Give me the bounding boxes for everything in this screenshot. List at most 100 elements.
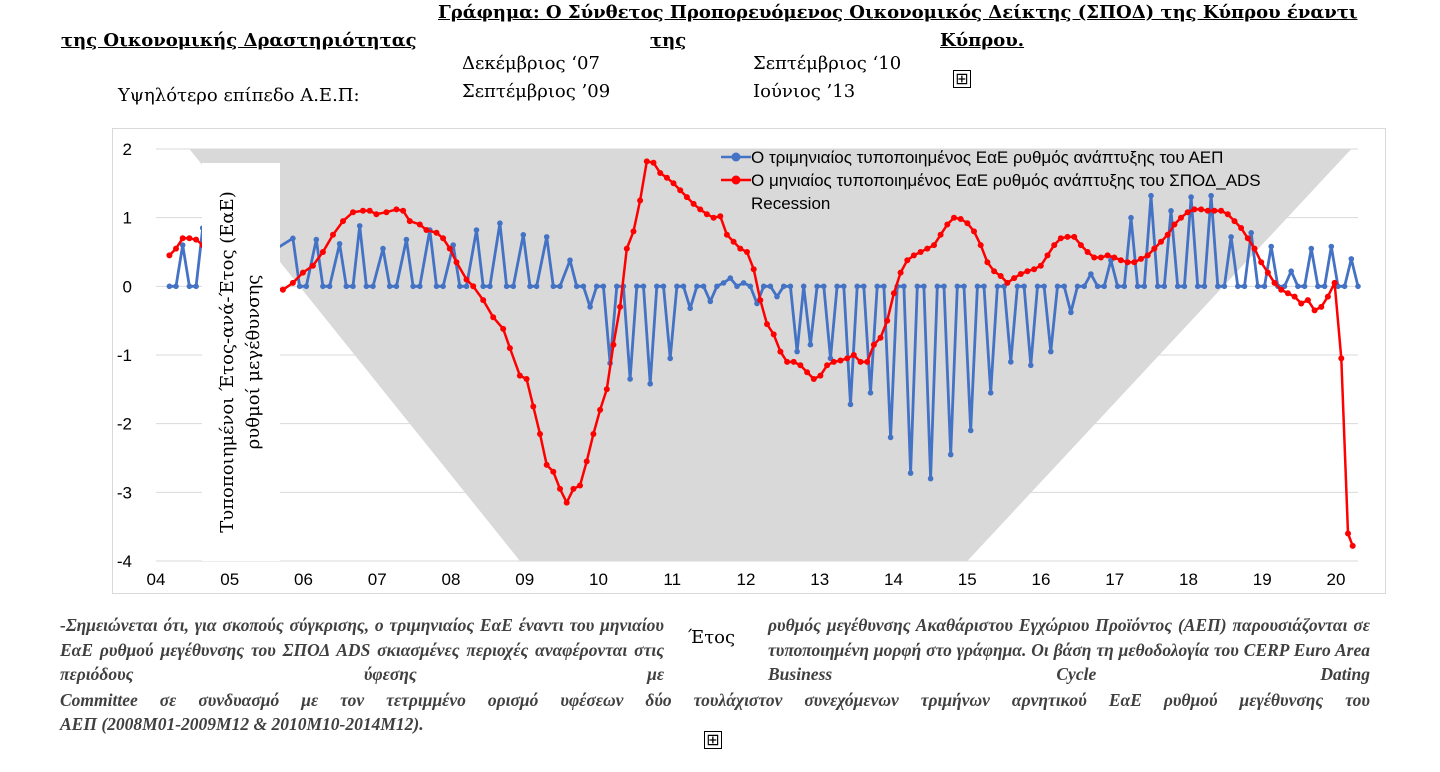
gdp-point xyxy=(907,470,914,476)
ads-point xyxy=(924,245,931,252)
ads-point xyxy=(557,485,563,492)
note-line4: Committee σε συνδυασμό με τον τετριμμένο… xyxy=(60,690,1370,710)
ads-point xyxy=(279,286,286,293)
ads-point xyxy=(383,209,390,216)
gdp-point xyxy=(543,234,550,240)
ads-point xyxy=(1345,530,1351,537)
ads-point xyxy=(1111,254,1118,261)
gdp-point xyxy=(433,283,440,290)
gdp-point xyxy=(787,283,794,290)
ads-point xyxy=(717,213,724,220)
gdp-point xyxy=(1268,243,1274,250)
ads-point xyxy=(1331,279,1338,286)
ads-point xyxy=(289,279,296,286)
ads-point xyxy=(904,257,911,264)
x-tick-label: 11 xyxy=(663,570,681,589)
ads-point xyxy=(516,372,523,379)
gdp-point xyxy=(417,283,423,290)
gdp-point xyxy=(914,283,921,290)
ads-point xyxy=(1324,293,1331,300)
chart-title-line1: Γράφημα: Ο Σύνθετος Προπορευόμενος Οικον… xyxy=(438,2,1358,23)
gdp-point xyxy=(821,283,827,290)
ads-point xyxy=(1158,238,1164,245)
gdp-point xyxy=(393,283,400,290)
x-tick-label: 13 xyxy=(810,570,829,589)
x-tick-label: 12 xyxy=(737,570,756,589)
gdp-point xyxy=(1221,283,1228,290)
gdp-point xyxy=(303,283,310,290)
gdp-point xyxy=(573,283,580,290)
expand-plus-icon[interactable]: ⊞ xyxy=(953,70,971,88)
ads-point xyxy=(723,231,730,238)
ads-point xyxy=(299,269,306,276)
gdp-point xyxy=(841,283,847,290)
note-right: ρυθμός μεγέθυνσης Ακαθάριστου Εγχώριου Π… xyxy=(768,615,1370,684)
gdp-point xyxy=(974,283,981,290)
x-tick-label: 06 xyxy=(294,570,313,589)
ads-point xyxy=(570,485,577,492)
ads-point xyxy=(1131,259,1138,266)
ads-point xyxy=(877,334,884,341)
ads-point xyxy=(957,216,964,222)
ads-point xyxy=(977,242,984,249)
ads-point xyxy=(984,259,991,266)
gdp-point xyxy=(867,390,874,396)
ads-point xyxy=(173,245,179,252)
ads-point xyxy=(1097,254,1104,261)
ads-point xyxy=(757,297,764,304)
gdp-point xyxy=(654,283,660,290)
x-tick-label: 08 xyxy=(442,570,461,589)
gdp-point xyxy=(961,283,967,290)
gdp-point xyxy=(1215,283,1221,290)
gdp-point xyxy=(166,283,173,290)
gdp-point xyxy=(1308,245,1315,252)
ads-point xyxy=(330,231,336,238)
gdp-point xyxy=(1208,192,1214,199)
ads-point xyxy=(416,221,423,228)
ads-point xyxy=(1278,286,1285,293)
gdp-point xyxy=(714,283,720,290)
gdp-point xyxy=(600,283,607,290)
ads-point xyxy=(506,345,513,352)
gdp-point xyxy=(687,305,693,312)
gdp-point xyxy=(296,283,303,290)
ads-point xyxy=(777,348,784,355)
gdp-point xyxy=(363,283,370,290)
gdp-point xyxy=(887,434,894,441)
ads-point xyxy=(790,358,797,365)
gdp-point xyxy=(1161,283,1168,290)
gdp-peak-label: Υψηλότερο επίπεδο Α.Ε.Π: xyxy=(118,85,360,106)
ads-point xyxy=(530,403,537,410)
ads-point xyxy=(1224,211,1231,218)
ads-point xyxy=(677,187,684,194)
x-tick-labels: 04 05 06 07 08 09 10 11 12 13 14 15 16 17 18 19 20 xyxy=(147,570,1346,589)
ads-point xyxy=(737,245,744,252)
gdp-point xyxy=(627,376,633,382)
ads-point xyxy=(1338,355,1345,362)
series-layer xyxy=(166,158,1361,549)
ads-point xyxy=(406,218,413,225)
gdp-point xyxy=(921,283,927,290)
x-tick-label: 16 xyxy=(1032,570,1051,589)
gdp-point xyxy=(660,283,667,290)
gdp-point xyxy=(647,381,653,387)
note-line5: ΑΕΠ (2008Μ01-2009Μ12 & 2010Μ10-2014Μ12). xyxy=(60,714,424,734)
ads-point xyxy=(657,170,664,176)
expand-plus-icon-2[interactable]: ⊞ xyxy=(704,731,722,749)
legend-swatch-marker xyxy=(731,152,741,162)
ads-point xyxy=(850,352,857,358)
gdp-point xyxy=(1188,194,1194,200)
x-tick-label: 15 xyxy=(958,570,977,589)
ads-point xyxy=(577,482,583,489)
ads-point xyxy=(1071,233,1078,240)
ads-point xyxy=(797,362,804,369)
gdp-point xyxy=(326,283,333,290)
ads-point xyxy=(663,174,670,181)
gdp-point xyxy=(967,427,974,434)
x-axis-title: Έτος xyxy=(688,627,736,648)
gdp-point xyxy=(1154,283,1161,290)
ads-point xyxy=(1198,206,1205,213)
gdp-point xyxy=(440,283,446,290)
ads-point xyxy=(884,317,891,324)
ads-point xyxy=(400,207,407,214)
